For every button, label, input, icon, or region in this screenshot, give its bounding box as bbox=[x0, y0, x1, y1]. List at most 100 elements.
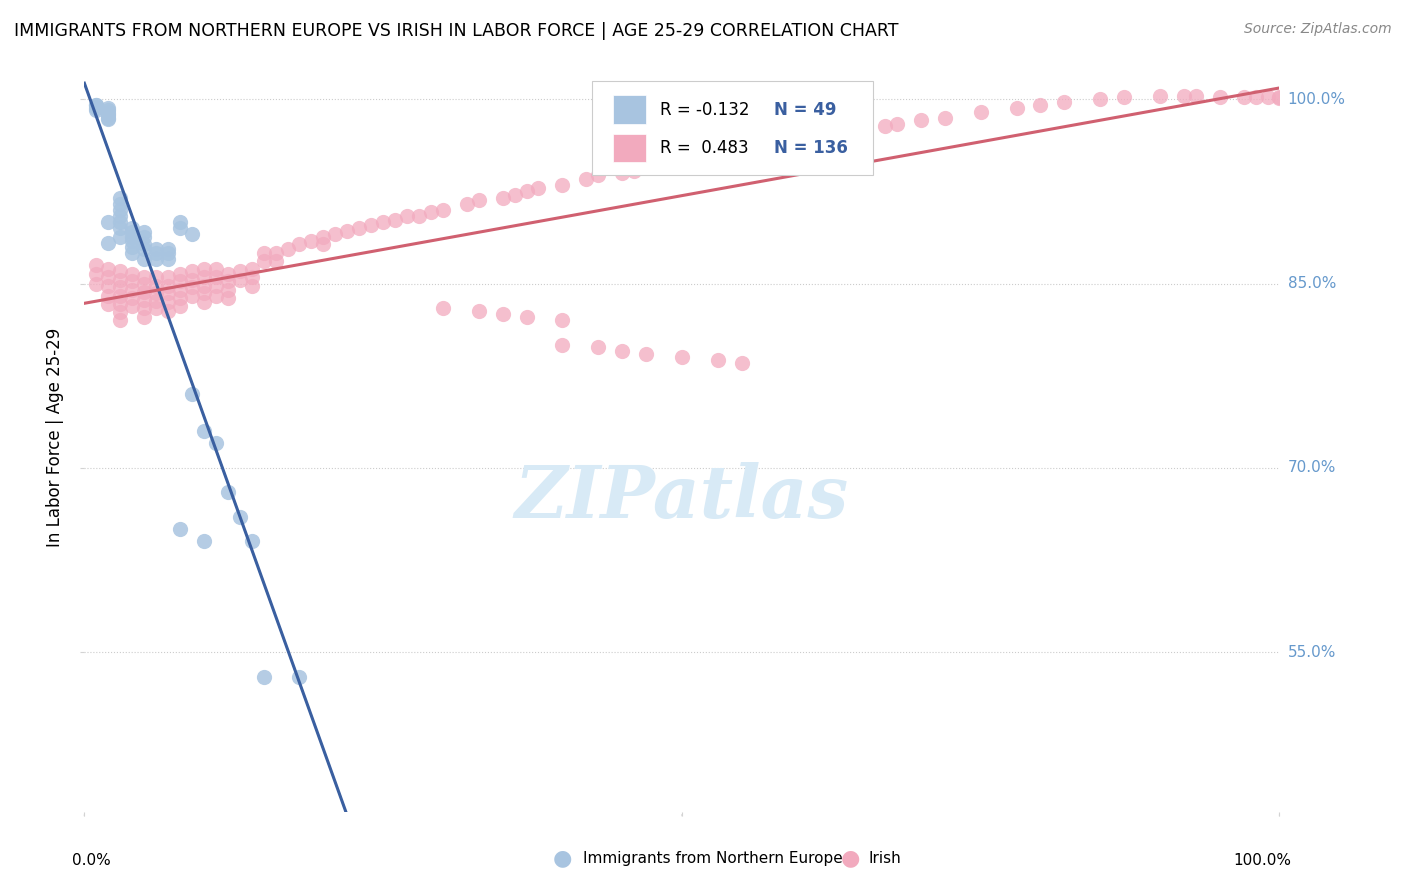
Point bbox=[110, 221, 132, 235]
Point bbox=[145, 293, 167, 308]
Point bbox=[121, 283, 143, 297]
Point bbox=[1090, 92, 1112, 106]
Point bbox=[110, 215, 132, 229]
Point bbox=[132, 252, 156, 266]
Point bbox=[1268, 90, 1291, 104]
Point bbox=[253, 670, 276, 684]
Point bbox=[110, 196, 132, 211]
Point bbox=[240, 279, 263, 293]
Point bbox=[97, 235, 120, 250]
Point bbox=[97, 215, 120, 229]
Point bbox=[851, 123, 873, 137]
Point bbox=[121, 221, 143, 235]
Text: IMMIGRANTS FROM NORTHERN EUROPE VS IRISH IN LABOR FORCE | AGE 25-29 CORRELATION : IMMIGRANTS FROM NORTHERN EUROPE VS IRISH… bbox=[14, 22, 898, 40]
Point bbox=[121, 240, 143, 254]
Point bbox=[193, 295, 215, 310]
Text: 100.0%: 100.0% bbox=[1288, 92, 1346, 107]
Text: Immigrants from Northern Europe: Immigrants from Northern Europe bbox=[583, 851, 844, 865]
Point bbox=[217, 291, 239, 305]
Point bbox=[886, 117, 908, 131]
Point bbox=[1114, 90, 1136, 104]
Point bbox=[636, 160, 658, 174]
Point bbox=[145, 279, 167, 293]
Point bbox=[1185, 88, 1208, 103]
Point bbox=[396, 209, 419, 223]
Point bbox=[86, 101, 108, 115]
Point bbox=[731, 141, 754, 155]
Point bbox=[132, 225, 156, 239]
Point bbox=[86, 98, 108, 112]
Point bbox=[97, 112, 120, 126]
Point bbox=[229, 510, 252, 524]
Point bbox=[1244, 90, 1267, 104]
Point bbox=[240, 270, 263, 285]
Point bbox=[264, 254, 287, 268]
Text: N = 136: N = 136 bbox=[773, 139, 848, 157]
Point bbox=[181, 289, 204, 303]
Point bbox=[181, 227, 204, 242]
Point bbox=[121, 291, 143, 305]
Point bbox=[169, 274, 191, 288]
Point bbox=[588, 340, 610, 354]
Point bbox=[121, 225, 143, 239]
Point bbox=[181, 387, 204, 401]
Point bbox=[456, 196, 478, 211]
Point bbox=[1209, 90, 1232, 104]
Point bbox=[910, 113, 932, 128]
Point bbox=[110, 305, 132, 319]
Point bbox=[157, 270, 180, 285]
Point bbox=[132, 237, 156, 252]
Point bbox=[86, 98, 108, 112]
Point bbox=[205, 436, 228, 450]
Point bbox=[588, 169, 610, 183]
Point bbox=[181, 280, 204, 294]
Point bbox=[97, 105, 120, 120]
Point bbox=[157, 279, 180, 293]
Point bbox=[205, 279, 228, 293]
Point bbox=[132, 310, 156, 324]
Point bbox=[193, 534, 215, 549]
Point bbox=[373, 215, 395, 229]
Point bbox=[169, 299, 191, 313]
Text: 85.0%: 85.0% bbox=[1288, 276, 1336, 291]
Point bbox=[240, 261, 263, 276]
Point bbox=[86, 258, 108, 272]
Point bbox=[86, 103, 108, 118]
Point bbox=[1233, 90, 1256, 104]
Point bbox=[132, 270, 156, 285]
Point bbox=[516, 185, 538, 199]
Point bbox=[217, 267, 239, 281]
Point bbox=[132, 301, 156, 315]
Point bbox=[229, 273, 252, 287]
Point bbox=[97, 111, 120, 125]
Point bbox=[121, 245, 143, 260]
Point bbox=[132, 242, 156, 256]
Point bbox=[253, 254, 276, 268]
Point bbox=[312, 230, 335, 244]
Point bbox=[264, 245, 287, 260]
Point bbox=[110, 273, 132, 287]
Point bbox=[360, 218, 382, 232]
Text: ●: ● bbox=[553, 848, 572, 868]
Point bbox=[755, 137, 778, 152]
Point bbox=[157, 245, 180, 260]
Point bbox=[145, 286, 167, 301]
Point bbox=[647, 156, 669, 170]
Point bbox=[468, 303, 491, 318]
Point bbox=[157, 286, 180, 301]
Point bbox=[253, 245, 276, 260]
Point bbox=[121, 234, 143, 248]
Point bbox=[468, 193, 491, 207]
Point bbox=[132, 277, 156, 291]
Point bbox=[1257, 90, 1279, 104]
Y-axis label: In Labor Force | Age 25-29: In Labor Force | Age 25-29 bbox=[46, 327, 65, 547]
Point bbox=[217, 283, 239, 297]
Point bbox=[110, 264, 132, 278]
Point bbox=[970, 104, 993, 119]
Point bbox=[145, 252, 167, 266]
Point bbox=[205, 261, 228, 276]
FancyBboxPatch shape bbox=[592, 81, 873, 175]
Text: Irish: Irish bbox=[869, 851, 901, 865]
Text: ●: ● bbox=[841, 848, 860, 868]
Point bbox=[790, 131, 813, 145]
